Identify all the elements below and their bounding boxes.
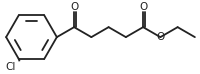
Text: O: O (155, 32, 164, 42)
Text: Cl: Cl (6, 62, 16, 72)
Text: O: O (138, 2, 147, 12)
Text: O: O (70, 2, 78, 12)
